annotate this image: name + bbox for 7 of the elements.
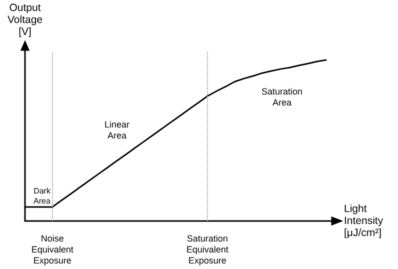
x-axis-title: Light Intensity [μJ/cm²] [344,203,384,239]
y-axis-title: Output Voltage [V] [7,2,43,38]
x-tick-label: Saturation Equivalent Exposure [186,234,229,266]
annotation: Dark Area [34,186,52,206]
annotation: Linear Area [104,120,130,140]
annotation: Saturation Area [261,86,303,108]
x-tick-label: Noise Equivalent Exposure [31,234,74,266]
